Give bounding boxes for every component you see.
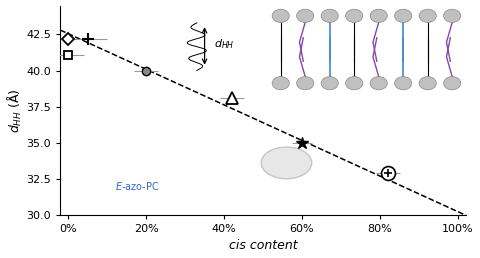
Text: $\it{E}$-azo-PC: $\it{E}$-azo-PC: [115, 180, 159, 192]
Y-axis label: $d_{HH}$ (Å): $d_{HH}$ (Å): [6, 88, 24, 133]
Text: $d_{HH}$: $d_{HH}$: [215, 37, 235, 51]
Ellipse shape: [261, 147, 312, 179]
X-axis label: cis content: cis content: [229, 239, 298, 252]
